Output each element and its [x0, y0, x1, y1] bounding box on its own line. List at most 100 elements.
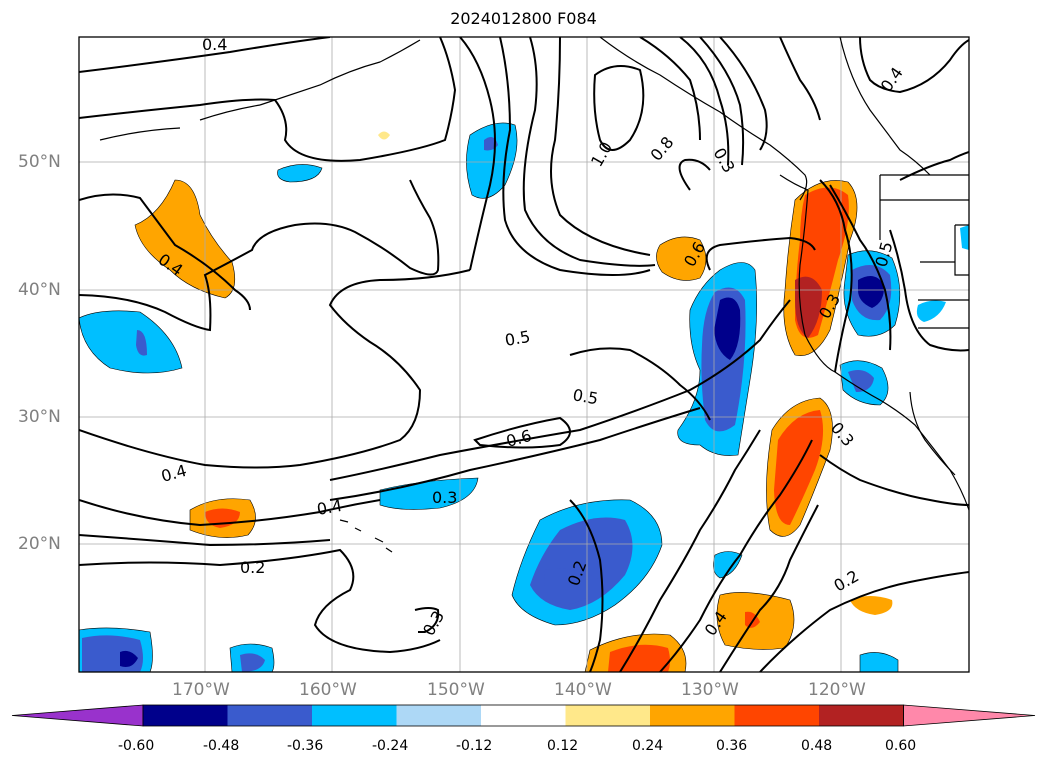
colorbar-tick-label: -0.48 — [203, 738, 240, 754]
contour-label: 1.0 — [587, 138, 616, 170]
lon-label: 130°W — [681, 680, 739, 700]
colorbar-tick-label: 0.24 — [632, 738, 664, 754]
colorbar-tick-label: -0.36 — [287, 738, 324, 754]
contour-label: 0.4 — [202, 35, 227, 54]
contour-line — [329, 299, 791, 481]
contour-lines — [79, 37, 969, 672]
contour-line — [719, 504, 819, 672]
positive-anomaly-area — [774, 410, 824, 525]
contour-label: 0.5 — [503, 327, 531, 350]
contour-line — [79, 37, 457, 162]
contour-line — [79, 269, 471, 469]
contour-label: 0.3 — [419, 607, 448, 639]
map-title: 2024012800 F084 — [450, 9, 597, 28]
negative-anomaly-area — [277, 164, 323, 183]
colorbar-segment — [481, 705, 566, 726]
contour-line — [473, 416, 571, 449]
lon-label: 170°W — [172, 680, 230, 700]
contour-line — [569, 499, 604, 672]
contour-line — [705, 236, 816, 271]
contour-line — [79, 499, 381, 527]
contour-line — [569, 347, 711, 421]
shaded-anomaly-field — [79, 122, 969, 672]
contour-label: 0.8 — [647, 133, 678, 165]
positive-anomaly-area — [378, 131, 390, 140]
colorbar-tick-label: -0.24 — [372, 738, 409, 754]
colorbar-segment — [396, 705, 482, 726]
contour-line — [659, 439, 813, 672]
contour-label: 0.4 — [159, 461, 189, 486]
contour-line — [79, 534, 331, 547]
colorbar-segment — [734, 705, 820, 726]
colorbar-tick-label: 0.36 — [716, 738, 748, 754]
contour-line — [522, 37, 656, 267]
contour-line — [779, 37, 821, 121]
contour-line — [678, 158, 711, 191]
contour-line — [679, 37, 730, 166]
contour-line — [889, 229, 969, 352]
colorbar — [11, 704, 1036, 727]
contour-line — [414, 607, 440, 633]
colorbar-segment — [565, 705, 651, 726]
contour-label: 0.4 — [315, 496, 343, 519]
contour-line — [79, 193, 251, 311]
contour-line — [899, 151, 969, 181]
negative-anomaly-area — [120, 650, 138, 667]
lat-label: 50°N — [18, 152, 61, 172]
negative-anomaly-area — [714, 297, 741, 360]
contour-line — [79, 548, 441, 654]
contour-line — [79, 179, 440, 332]
contour-line — [79, 37, 331, 73]
negative-anomaly-area — [848, 370, 874, 392]
negative-anomaly-area — [544, 568, 600, 605]
colorbar-segment — [143, 705, 228, 726]
negative-anomaly-area — [136, 330, 147, 356]
contour-label: 0.2 — [240, 558, 265, 577]
negative-anomaly-area — [82, 635, 143, 672]
negative-anomaly-area — [916, 300, 946, 322]
negative-anomaly-area — [240, 653, 265, 672]
colorbar-frame — [142, 704, 904, 727]
colorbar-tick-label: -0.12 — [456, 738, 493, 754]
colorbar-tick-label: -0.60 — [118, 738, 155, 754]
positive-anomaly-area — [656, 236, 707, 281]
contour-line — [759, 571, 969, 672]
contour-line — [499, 37, 651, 276]
colorbar-tick-label: 0.12 — [547, 738, 579, 754]
positive-anomaly-area — [850, 596, 893, 615]
colorbar-tick-label: 0.60 — [885, 738, 917, 754]
negative-anomaly-area — [79, 310, 183, 374]
lon-label: 160°W — [299, 680, 357, 700]
negative-anomaly-area — [713, 551, 743, 579]
contour-line — [639, 37, 701, 141]
coastlines — [99, 37, 969, 553]
contour-label: 0.5 — [571, 385, 599, 408]
map-gridlines — [79, 37, 969, 672]
lat-label: 20°N — [18, 534, 61, 554]
colorbar-extend-low — [11, 704, 144, 727]
lon-label: 120°W — [808, 680, 866, 700]
contour-line — [699, 37, 745, 166]
negative-anomaly-area — [379, 477, 479, 510]
contour-line — [819, 454, 969, 506]
lat-label: 40°N — [18, 280, 61, 300]
contour-line — [719, 37, 768, 151]
contour-line — [829, 184, 892, 351]
contour-line — [593, 65, 645, 151]
map-frame — [78, 36, 970, 673]
colorbar-segment — [227, 705, 313, 726]
colorbar-segment — [312, 705, 397, 726]
contour-line — [550, 37, 651, 256]
colorbar-segment — [650, 705, 735, 726]
contour-label: 0.2 — [831, 566, 863, 595]
contour-line — [329, 407, 701, 501]
contour-line — [859, 37, 969, 94]
contour-label: 0.3 — [432, 488, 457, 507]
negative-anomaly-area — [858, 276, 885, 308]
negative-anomaly-area — [859, 652, 899, 672]
contour-line — [819, 179, 853, 373]
contour-line — [619, 429, 761, 672]
contour-line — [459, 37, 496, 271]
negative-anomaly-area — [960, 225, 969, 250]
